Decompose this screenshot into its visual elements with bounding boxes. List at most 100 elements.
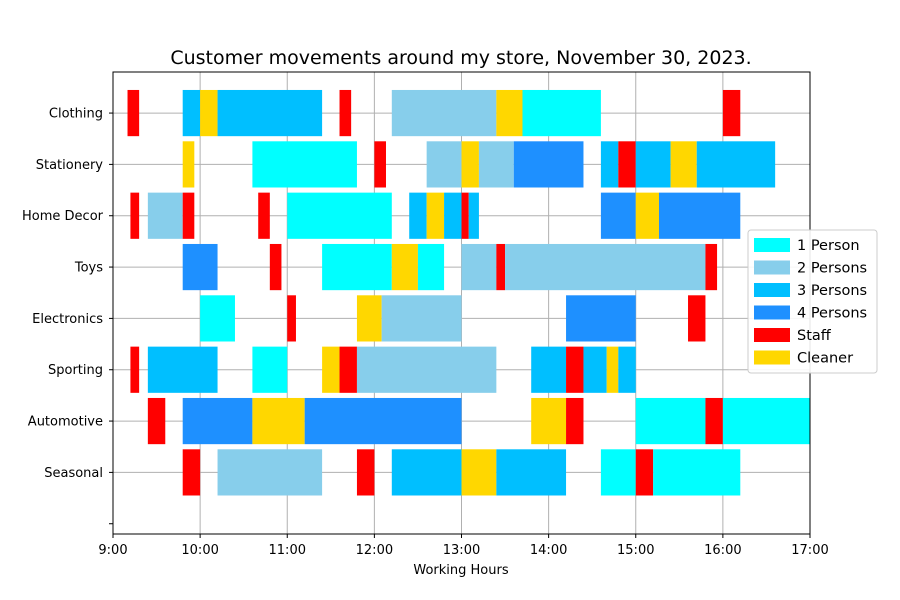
x-axis-label: Working Hours <box>413 563 508 578</box>
bar-home-decor-p3 <box>468 192 479 239</box>
y-tick-label-toys: Toys <box>74 261 103 276</box>
bar-stationery-cleaner <box>670 141 697 188</box>
legend-swatch-cleaner <box>754 350 790 365</box>
legend-swatch-staff <box>754 328 790 342</box>
bar-sporting-staff <box>339 346 357 393</box>
bar-automotive-p4 <box>304 397 462 445</box>
bar-home-decor-p3 <box>409 192 427 239</box>
bar-toys-staff <box>269 243 282 291</box>
bar-stationery-p1 <box>252 141 357 188</box>
y-tick-label-electronics: Electronics <box>32 312 103 327</box>
bar-stationery-staff <box>618 141 636 188</box>
bar-clothing-cleaner <box>200 89 218 137</box>
bar-electronics-staff <box>287 295 296 342</box>
bar-home-decor-staff <box>258 192 270 239</box>
bar-stationery-cleaner <box>461 141 479 188</box>
bar-home-decor-staff <box>461 192 469 239</box>
bar-sporting-cleaner <box>322 346 340 393</box>
legend-label-p4: 4 Persons <box>797 306 867 322</box>
bar-toys-p1 <box>417 243 445 291</box>
bar-home-decor-p1 <box>287 192 392 239</box>
bar-automotive-cleaner <box>531 397 567 445</box>
chart-title: Customer movements around my store, Nove… <box>170 47 751 69</box>
legend-label-cleaner: Cleaner <box>797 351 853 367</box>
bar-seasonal-p2 <box>217 449 323 496</box>
bar-sporting-p3 <box>583 346 607 393</box>
bar-home-decor-staff <box>130 192 140 239</box>
y-tick-label-automotive: Automotive <box>28 415 103 430</box>
bar-home-decor-p3 <box>444 192 462 239</box>
bar-clothing-cleaner <box>496 89 523 137</box>
bar-toys-cleaner <box>391 243 418 291</box>
bar-automotive-p1 <box>635 397 706 445</box>
bar-sporting-p3 <box>147 346 218 393</box>
bar-home-decor-p4 <box>600 192 636 239</box>
legend-swatch-p3 <box>754 283 790 297</box>
bar-seasonal-staff <box>635 449 654 496</box>
bar-clothing-p3 <box>182 89 201 137</box>
bar-automotive-staff <box>566 397 584 445</box>
bar-sporting-p3 <box>618 346 636 393</box>
legend-swatch-p2 <box>754 260 790 275</box>
bar-seasonal-p3 <box>496 449 567 496</box>
y-tick-label-sporting: Sporting <box>48 363 103 378</box>
bar-clothing-p1 <box>522 89 601 137</box>
bar-sporting-staff <box>566 346 584 393</box>
legend: 1 Person 2 Persons 3 Persons 4 Persons Staff… <box>747 229 878 374</box>
bar-home-decor-cleaner <box>426 192 445 239</box>
bar-stationery-p3 <box>696 141 776 188</box>
x-tick-label: 12:00 <box>356 543 393 558</box>
legend-label-staff: Staff <box>797 328 832 344</box>
bar-stationery-p2 <box>478 141 514 188</box>
bar-sporting-p1 <box>252 346 288 393</box>
y-tick-label-home-decor: Home Decor <box>22 209 104 224</box>
bar-home-decor-p2 <box>147 192 183 239</box>
bar-seasonal-staff <box>182 449 201 496</box>
bar-toys-p2 <box>505 243 706 291</box>
bar-stationery-staff <box>374 141 386 188</box>
bar-stationery-p3 <box>635 141 671 188</box>
bar-clothing-staff <box>722 89 741 137</box>
bar-automotive-p4 <box>182 397 253 445</box>
legend-label-p1: 1 Person <box>797 238 860 254</box>
bar-clothing-staff <box>127 89 140 137</box>
bar-seasonal-p3 <box>391 449 462 496</box>
bar-electronics-cleaner <box>356 295 382 342</box>
timeline-bars <box>127 89 810 496</box>
bar-electronics-staff <box>688 295 706 342</box>
x-tick-label: 17:00 <box>791 543 828 558</box>
bar-toys-staff <box>705 243 718 291</box>
bar-electronics-p2 <box>381 295 462 342</box>
bar-clothing-staff <box>339 89 352 137</box>
bar-seasonal-p1 <box>600 449 636 496</box>
x-tick-label: 10:00 <box>181 543 218 558</box>
bar-home-decor-staff <box>182 192 195 239</box>
bar-stationery-p3 <box>600 141 619 188</box>
bar-sporting-staff <box>130 346 140 393</box>
bar-seasonal-cleaner <box>461 449 497 496</box>
bar-sporting-cleaner <box>606 346 619 393</box>
bar-toys-p1 <box>322 243 392 291</box>
bar-toys-p2 <box>461 243 497 291</box>
y-tick-label-stationery: Stationery <box>36 158 104 173</box>
legend-swatch-p1 <box>754 238 790 252</box>
y-tick-label-clothing: Clothing <box>49 107 103 122</box>
x-tick-label: 13:00 <box>443 543 480 558</box>
bar-stationery-p4 <box>513 141 584 188</box>
bar-automotive-staff <box>147 397 166 445</box>
legend-label-p3: 3 Persons <box>797 283 867 299</box>
bar-automotive-staff <box>705 397 723 445</box>
legend-label-p2: 2 Persons <box>797 261 867 277</box>
bar-stationery-p2 <box>426 141 462 188</box>
bar-automotive-p1 <box>722 397 810 445</box>
x-tick-label: 11:00 <box>269 543 306 558</box>
x-tick-label: 14:00 <box>530 543 567 558</box>
bar-clothing-p2 <box>391 89 497 137</box>
bar-clothing-p3 <box>217 89 323 137</box>
bar-electronics-p1 <box>200 295 235 342</box>
bar-home-decor-cleaner <box>635 192 659 239</box>
bar-toys-staff <box>496 243 506 291</box>
x-tick-label: 16:00 <box>704 543 741 558</box>
legend-swatch-p4 <box>754 305 790 320</box>
